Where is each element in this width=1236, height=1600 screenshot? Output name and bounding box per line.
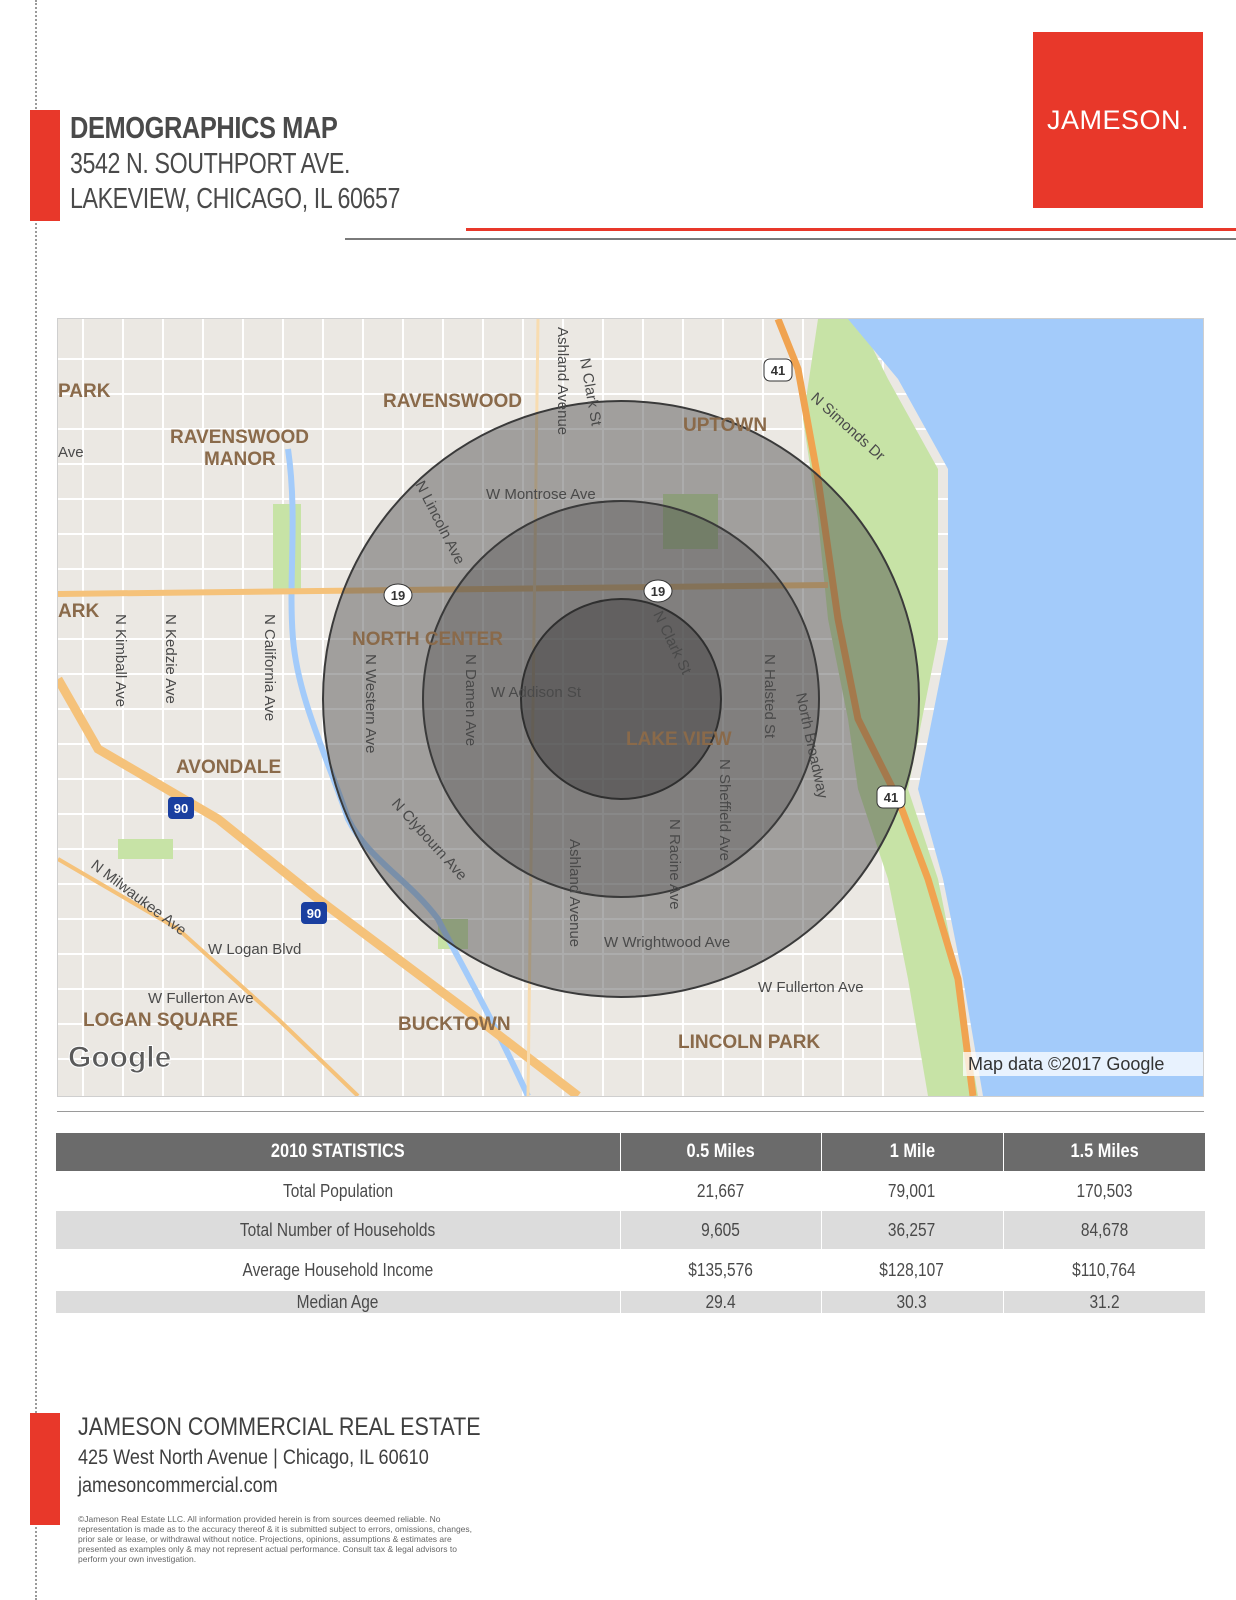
svg-text:41: 41	[771, 363, 785, 378]
table-header-row: 2010 STATISTICS 0.5 Miles 1 Mile 1.5 Mil…	[56, 1133, 1205, 1171]
label-lake-view: LAKE VIEW	[626, 729, 732, 750]
svg-text:W Wrightwood Ave: W Wrightwood Ave	[604, 934, 730, 951]
svg-text:N California Ave: N California Ave	[261, 614, 278, 721]
label-north-center: NORTH CENTER	[352, 629, 503, 650]
us-41-shield-north: 41	[763, 358, 793, 382]
svg-text:Ave: Ave	[58, 444, 84, 461]
svg-text:N Racine Ave: N Racine Ave	[666, 819, 683, 910]
svg-text:N Sheffield Ave: N Sheffield Ave	[716, 759, 733, 861]
il-19-shield-east: 19	[643, 579, 673, 603]
svg-text:W Addison St: W Addison St	[491, 684, 582, 701]
cell-value: 84,678	[1080, 1219, 1128, 1240]
ring-0-5-miles	[520, 598, 722, 800]
row-label: Median Age	[296, 1291, 379, 1312]
header-divider-red	[466, 228, 1236, 231]
svg-text:W Logan Blvd: W Logan Blvd	[208, 941, 301, 958]
table-row: Total Number of Households 9,605 36,257 …	[56, 1211, 1205, 1249]
ring-1-5-miles	[322, 400, 920, 998]
ring-1-mile	[422, 500, 820, 898]
header-accent-bar	[30, 110, 60, 221]
row-label: Total Number of Households	[240, 1219, 436, 1240]
google-logo: Google	[68, 1041, 171, 1074]
il-19-shield-west: 19	[383, 583, 413, 607]
margin-dotted-rule	[35, 0, 37, 1600]
label-lincoln-park: LINCOLN PARK	[678, 1032, 820, 1053]
footer-website-link[interactable]: jamesoncommercial.com	[78, 1474, 278, 1497]
row-label: Average Household Income	[242, 1259, 434, 1280]
header-1-5-miles: 1.5 Miles	[1003, 1133, 1205, 1171]
label-ark: ARK	[58, 601, 99, 622]
map-divider	[57, 1111, 1204, 1112]
demographics-map[interactable]: 41 19 19 90 90 41 PARK RAVENSWOOD RAVENS…	[57, 318, 1204, 1097]
cell-value: 170,503	[1076, 1180, 1133, 1201]
svg-text:90: 90	[174, 801, 188, 816]
attribution-background	[963, 1052, 1203, 1076]
header-divider-gray	[345, 238, 1236, 240]
label-uptown: UPTOWN	[683, 415, 767, 436]
us-41-shield-south: 41	[876, 785, 906, 809]
cell-value: $135,576	[688, 1259, 753, 1280]
header-2010-statistics: 2010 STATISTICS	[56, 1133, 621, 1171]
cell-value: $128,107	[879, 1259, 945, 1280]
cell-value: $110,764	[1072, 1259, 1136, 1280]
svg-text:N Western Ave: N Western Ave	[362, 654, 379, 754]
cell-value: 29.4	[705, 1291, 736, 1312]
footer-legal-disclaimer: ©Jameson Real Estate LLC. All informatio…	[78, 1514, 473, 1564]
i-90-shield-west: 90	[168, 797, 194, 819]
svg-text:N Kedzie Ave: N Kedzie Ave	[162, 614, 179, 704]
table-row: Median Age 29.4 30.3 31.2	[56, 1291, 1205, 1313]
route-shields: 41 19 19 90 90 41	[168, 358, 906, 924]
cell-value: 21,667	[696, 1180, 745, 1201]
svg-text:N Kimball Ave: N Kimball Ave	[112, 614, 129, 707]
label-ravenswood-manor: RAVENSWOOD MANOR	[170, 427, 309, 470]
statistics-table: 2010 STATISTICS 0.5 Miles 1 Mile 1.5 Mil…	[56, 1133, 1205, 1313]
svg-text:Ashland Avenue: Ashland Avenue	[566, 839, 583, 947]
label-bucktown: BUCKTOWN	[398, 1014, 511, 1035]
cell-value: 30.3	[896, 1291, 928, 1312]
svg-text:19: 19	[391, 588, 405, 603]
svg-text:N Halsted St: N Halsted St	[761, 654, 778, 739]
header-1-mile: 1 Mile	[821, 1133, 1004, 1171]
cell-value: 36,257	[888, 1219, 936, 1240]
label-logan-square: LOGAN SQUARE	[83, 1010, 238, 1031]
cell-value: 79,001	[888, 1180, 936, 1201]
svg-text:90: 90	[307, 906, 321, 921]
lake-michigan	[848, 319, 1203, 1096]
label-ravenswood: RAVENSWOOD	[383, 391, 522, 412]
cell-value: 31.2	[1089, 1291, 1120, 1312]
svg-text:41: 41	[884, 790, 898, 805]
highways	[58, 319, 977, 1096]
svg-text:Ashland Avenue: Ashland Avenue	[554, 327, 571, 435]
footer-accent-bar	[30, 1413, 60, 1525]
svg-text:N Damen Ave: N Damen Ave	[462, 654, 479, 746]
svg-text:19: 19	[651, 584, 665, 599]
i-90-shield-south: 90	[301, 902, 327, 924]
address-line-2: LAKEVIEW, CHICAGO, IL 60657	[70, 183, 401, 215]
table-row: Average Household Income $135,576 $128,1…	[56, 1249, 1205, 1291]
cell-value: 9,605	[701, 1219, 740, 1240]
svg-text:W Fullerton Ave: W Fullerton Ave	[758, 979, 864, 996]
header-0-5-miles: 0.5 Miles	[620, 1133, 822, 1171]
row-label: Total Population	[282, 1180, 393, 1201]
footer-address: 425 West North Avenue | Chicago, IL 6061…	[78, 1446, 429, 1469]
map-attribution: Map data ©2017 Google	[968, 1054, 1164, 1074]
neighborhood-labels: PARK RAVENSWOOD RAVENSWOOD MANOR UPTOWN A…	[58, 381, 820, 1053]
label-avondale: AVONDALE	[176, 757, 281, 778]
footer-company-name: JAMESON COMMERCIAL REAL ESTATE	[78, 1413, 481, 1441]
svg-text:W Fullerton Ave: W Fullerton Ave	[148, 990, 254, 1007]
page-title: DEMOGRAPHICS MAP	[70, 110, 338, 145]
address-line-1: 3542 N. SOUTHPORT AVE.	[70, 148, 351, 180]
radius-rings	[322, 400, 920, 998]
svg-text:W Montrose Ave: W Montrose Ave	[486, 486, 596, 503]
jameson-logo: JAMESON.	[1033, 32, 1203, 208]
label-park: PARK	[58, 381, 111, 402]
table-row: Total Population 21,667 79,001 170,503	[56, 1171, 1205, 1211]
